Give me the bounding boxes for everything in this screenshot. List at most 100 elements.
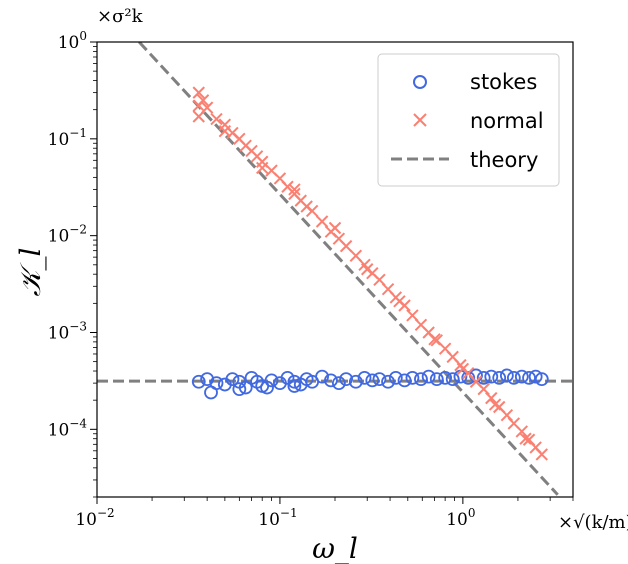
stokes-point xyxy=(534,372,549,387)
stokes-point xyxy=(331,376,346,391)
normal-point-stroke xyxy=(200,101,214,114)
x-axis-label: ω_l xyxy=(312,532,358,564)
legend-label-normal: normal xyxy=(470,109,544,133)
stokes-point xyxy=(280,370,295,385)
normal-point-stroke xyxy=(373,273,386,287)
normal-point-stroke xyxy=(393,295,406,308)
stokes-point xyxy=(357,370,372,385)
normal-point-stroke xyxy=(218,124,232,138)
legend-label-stokes: stokes xyxy=(470,70,537,94)
stokes-point xyxy=(339,372,354,387)
normal-point xyxy=(288,183,301,196)
normal-point-stroke xyxy=(488,398,502,411)
stokes-point xyxy=(238,380,253,395)
normal-point-stroke xyxy=(485,391,498,405)
normal-point-stroke xyxy=(226,126,239,140)
normal-point xyxy=(519,432,532,445)
normal-point-stroke xyxy=(210,112,223,126)
normal-point-stroke xyxy=(273,172,287,185)
normal-point-stroke xyxy=(192,86,205,99)
y-tick-label: 10−4 xyxy=(48,416,88,440)
y-axis-label: 𝒦_l xyxy=(14,248,47,297)
normal-point-stroke xyxy=(233,132,246,146)
x-tick-label: 100 xyxy=(446,506,475,530)
stokes-point xyxy=(388,370,403,385)
normal-point-stroke xyxy=(305,204,319,218)
axes-layer: 10−2 10−1 100 10−4 10−3 10−2 10−1 100 xyxy=(48,29,574,530)
stokes-point xyxy=(225,372,240,387)
normal-point xyxy=(456,362,470,376)
normal-point-stroke xyxy=(288,183,301,196)
stokes-point xyxy=(365,373,380,388)
legend-marker-stokes xyxy=(413,75,427,89)
normal-point xyxy=(305,204,319,218)
normal-point-stroke xyxy=(406,309,419,322)
normal-point-stroke xyxy=(422,326,435,339)
normal-point xyxy=(361,263,374,276)
stokes-point xyxy=(476,370,491,385)
normal-point-stroke xyxy=(519,432,532,445)
stokes-point xyxy=(232,382,247,397)
stokes-point xyxy=(191,374,206,389)
normal-point-stroke xyxy=(349,249,363,262)
normal-point xyxy=(393,295,406,308)
y-tick-label: 10−2 xyxy=(48,223,87,247)
theory-line-0 xyxy=(138,42,559,496)
stokes-point xyxy=(514,369,529,384)
stokes-point xyxy=(528,369,543,384)
x-axis-multiplier: ×√(k/m) xyxy=(558,512,628,533)
stokes-point xyxy=(429,372,444,387)
normal-point-stroke xyxy=(446,350,459,364)
stokes-point xyxy=(324,373,338,388)
normal-point-stroke xyxy=(456,362,470,376)
normal-point-stroke xyxy=(438,342,452,355)
normal-point-stroke xyxy=(239,139,252,152)
normal-point-stroke xyxy=(500,408,514,422)
x-tick-label: 10−1 xyxy=(258,506,297,530)
stokes-point xyxy=(484,369,499,384)
stokes-point xyxy=(499,368,514,383)
normal-point-stroke xyxy=(507,417,521,430)
stokes-point xyxy=(397,373,412,388)
legend-label-theory: theory xyxy=(470,148,538,172)
stokes-point xyxy=(372,372,387,387)
normal-point-stroke xyxy=(315,215,329,228)
normal-point-stroke xyxy=(339,239,353,253)
normal-point-stroke xyxy=(515,425,529,438)
normal-point-stroke xyxy=(361,263,374,276)
stokes-point xyxy=(414,372,428,387)
y-tick-label: 10−3 xyxy=(48,319,87,343)
normal-point xyxy=(192,86,205,99)
normal-point-stroke xyxy=(535,448,548,461)
stokes-point xyxy=(348,374,363,389)
normal-point-stroke xyxy=(381,282,395,296)
normal-point-stroke xyxy=(196,94,210,107)
y-axis-multiplier: ×σ²k xyxy=(97,6,144,27)
normal-point-stroke xyxy=(288,187,301,201)
stokes-point xyxy=(421,369,436,384)
y-tick-label: 10−1 xyxy=(48,126,87,150)
normal-point-stroke xyxy=(522,433,536,446)
stokes-point xyxy=(204,385,218,400)
labels-layer: ×√(k/m) ×σ²k ω_l 𝒦_l xyxy=(14,6,628,564)
stokes-point xyxy=(445,372,460,387)
normal-point-stroke xyxy=(358,258,371,272)
stokes-point xyxy=(381,374,395,389)
normal-point xyxy=(339,239,353,253)
stokes-point xyxy=(492,370,507,385)
normal-point-stroke xyxy=(529,441,542,454)
stokes-point xyxy=(315,369,329,384)
normal-point xyxy=(200,101,214,114)
stokes-point xyxy=(287,379,302,393)
normal-point xyxy=(218,124,232,138)
legend: stokes normal theory xyxy=(377,53,560,187)
x-tick-label: 10−2 xyxy=(75,506,114,530)
normal-point-stroke xyxy=(469,375,483,388)
normal-point-stroke xyxy=(492,400,506,414)
normal-point xyxy=(328,221,342,235)
normal-point xyxy=(196,94,210,107)
normal-point xyxy=(488,398,502,411)
stokes-point xyxy=(264,373,279,388)
normal-point xyxy=(535,448,548,461)
